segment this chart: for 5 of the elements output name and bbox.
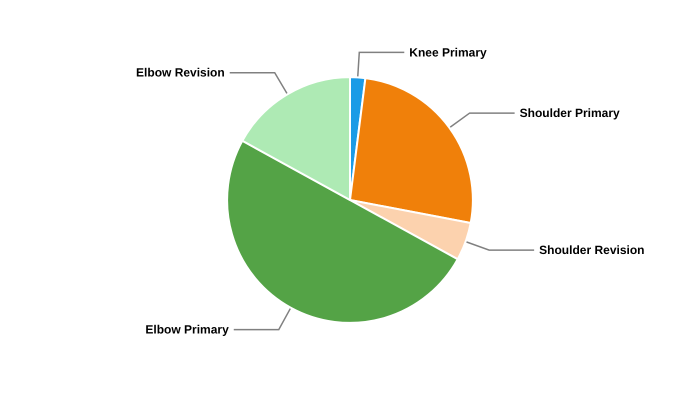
- slice-label: Elbow Primary: [145, 322, 230, 337]
- slice-label: Shoulder Primary: [520, 106, 620, 120]
- slice-label: Knee Primary: [409, 45, 487, 60]
- slice-label: Shoulder Revision: [539, 243, 644, 258]
- slice-label: Elbow Revision: [136, 66, 225, 80]
